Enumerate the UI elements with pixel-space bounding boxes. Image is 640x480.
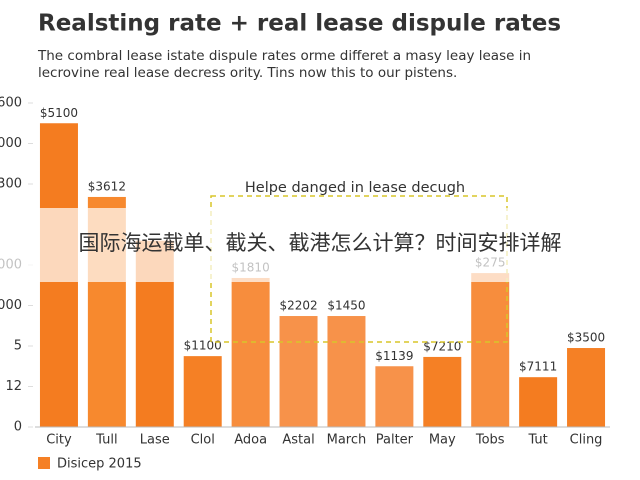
bar (327, 316, 366, 427)
legend-swatch (38, 457, 50, 469)
data-label: $5100 (40, 106, 78, 120)
bar (279, 316, 318, 427)
y-tick-label: 300 (0, 177, 22, 192)
x-tick-label: Adoa (234, 433, 267, 448)
data-label: $3500 (567, 331, 605, 345)
y-tick-label: 5 (14, 339, 22, 354)
y-tick-label: 12 (5, 379, 22, 394)
data-label: $3612 (88, 179, 126, 193)
data-label: $2202 (279, 299, 317, 313)
legend-label: Disicep 2015 (57, 457, 142, 472)
x-tick-label: City (46, 433, 72, 448)
x-tick-label: Clol (191, 433, 215, 448)
bar (183, 356, 222, 427)
y-tick-label: 0 (14, 420, 22, 435)
data-label: $7111 (519, 360, 557, 374)
x-tick-label: March (327, 433, 367, 448)
data-label: $7210 (423, 339, 461, 353)
y-tick-label: 000 (0, 298, 22, 313)
overlay-text: 国际海运截单、截关、截港怎么计算？时间安排详解 (79, 231, 562, 255)
x-tick-label: Palter (376, 433, 414, 448)
x-tick-label: Lase (140, 433, 170, 448)
data-label: $1450 (327, 299, 365, 313)
bar (519, 377, 558, 427)
bar (423, 356, 462, 427)
x-tick-label: Tut (527, 433, 547, 448)
overlay-band (0, 208, 640, 282)
chart-title: Realsting rate + real lease dispule rate… (38, 11, 561, 37)
annotation: Helpe danged in lease decugh (245, 180, 465, 196)
bar (231, 277, 270, 427)
x-tick-label: Tull (95, 433, 117, 448)
data-label: $1139 (375, 349, 413, 363)
y-tick-label: 000 (0, 136, 22, 151)
x-tick-label: May (429, 433, 456, 448)
subtitle: The combral lease istate dispule rates o… (37, 48, 531, 64)
x-tick-label: Tobs (475, 433, 505, 448)
x-tick-label: Cling (570, 433, 603, 448)
y-tick-label: 600 (0, 96, 22, 111)
bar (567, 348, 606, 427)
x-tick-label: Astal (282, 433, 314, 448)
bar (471, 273, 510, 427)
bar (375, 366, 414, 427)
data-label: $1100 (184, 339, 222, 353)
subtitle: lecrovine real lease decress ority. Tins… (38, 65, 457, 81)
